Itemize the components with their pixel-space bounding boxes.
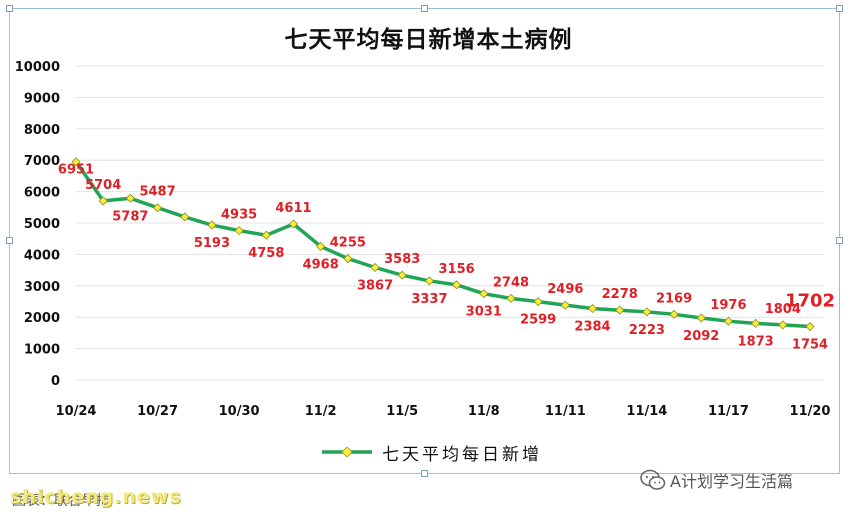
data-label: 3867 xyxy=(357,278,393,293)
data-point xyxy=(261,230,271,240)
data-label: 3337 xyxy=(411,292,447,307)
data-point xyxy=(778,320,788,330)
data-label: 4935 xyxy=(221,208,257,223)
series-line xyxy=(74,160,811,329)
data-label: 1873 xyxy=(738,334,774,349)
data-point xyxy=(751,318,761,328)
data-label: 2223 xyxy=(629,323,665,338)
data-point xyxy=(234,226,244,236)
data-point xyxy=(370,262,380,273)
chart-frame xyxy=(9,8,840,474)
data-point xyxy=(533,297,543,307)
data-label: 2278 xyxy=(602,287,638,302)
data-point xyxy=(207,220,217,230)
y-tick-label: 4000 xyxy=(24,248,60,263)
data-label: 2169 xyxy=(656,291,692,306)
legend-line-marker xyxy=(322,446,372,458)
data-label: 4255 xyxy=(330,236,366,251)
x-tick-label: 10/30 xyxy=(219,404,260,419)
data-label: 1976 xyxy=(710,298,746,313)
data-point xyxy=(288,219,299,229)
source-caption: 图表：联合早报 xyxy=(12,493,110,509)
data-point xyxy=(696,313,706,323)
data-label: 2384 xyxy=(574,319,610,334)
watermark: shicheng.news xyxy=(10,486,182,508)
data-label: 4968 xyxy=(303,257,339,272)
data-label: 1754 xyxy=(792,338,828,353)
y-tick-label: 1000 xyxy=(24,343,60,358)
x-tick-label: 10/24 xyxy=(56,404,97,419)
y-tick-label: 2000 xyxy=(24,311,60,326)
data-point xyxy=(152,203,163,213)
y-tick-label: 10000 xyxy=(15,60,60,75)
legend: 七天平均每日新增 xyxy=(322,440,542,465)
data-label: 5704 xyxy=(85,178,121,193)
wechat-icon xyxy=(640,469,666,490)
data-point xyxy=(452,280,462,290)
data-point xyxy=(615,305,625,315)
data-label: 3156 xyxy=(438,262,474,277)
series-group xyxy=(71,157,815,332)
account-badge: A计划学习生活篇 xyxy=(640,468,793,492)
resize-handle-top[interactable] xyxy=(421,5,428,12)
data-label: 4611 xyxy=(275,201,311,216)
data-point xyxy=(424,276,434,286)
data-label: 2748 xyxy=(493,275,529,290)
data-point xyxy=(642,307,652,317)
account-name: A计划学习生活篇 xyxy=(670,472,793,491)
data-point xyxy=(125,193,135,203)
y-tick-label: 3000 xyxy=(24,280,60,295)
data-point xyxy=(98,196,108,206)
data-point xyxy=(316,241,326,251)
data-point xyxy=(669,309,679,319)
data-label: 3583 xyxy=(384,252,420,267)
data-label: 6951 xyxy=(58,163,94,178)
legend-label: 七天平均每日新增 xyxy=(382,444,542,465)
x-tick-label: 11/2 xyxy=(305,404,337,419)
data-label: 5193 xyxy=(194,236,230,251)
resize-handle-top-left[interactable] xyxy=(6,5,13,12)
y-tick-label: 7000 xyxy=(24,154,60,169)
data-point xyxy=(587,303,598,314)
data-label: 1702 xyxy=(785,291,835,312)
resize-handle-bottom[interactable] xyxy=(421,470,428,477)
data-point xyxy=(479,289,489,299)
x-tick-label: 11/17 xyxy=(708,404,749,419)
resize-handle-right[interactable] xyxy=(836,237,843,244)
data-point xyxy=(343,254,353,264)
data-point xyxy=(506,293,516,303)
x-tick-label: 10/27 xyxy=(137,404,178,419)
y-tick-label: 0 xyxy=(51,374,60,389)
data-point xyxy=(71,157,81,167)
x-tick-label: 11/14 xyxy=(626,404,667,419)
y-tick-label: 5000 xyxy=(24,217,60,232)
x-axis: 10/24 10/27 10/30 11/2 11/5 11/8 11/11 11/14 11/… xyxy=(56,404,831,419)
data-label: 1804 xyxy=(765,302,801,317)
data-label: 2599 xyxy=(520,313,556,328)
y-tick-label: 9000 xyxy=(24,91,60,106)
x-tick-label: 11/20 xyxy=(790,404,831,419)
data-label: 2496 xyxy=(547,282,583,297)
data-point xyxy=(397,270,407,280)
data-label: 5487 xyxy=(139,185,175,200)
x-tick-label: 11/8 xyxy=(468,404,500,419)
x-tick-label: 11/11 xyxy=(545,404,586,419)
data-point xyxy=(723,316,734,326)
resize-handle-top-right[interactable] xyxy=(836,5,843,12)
data-point xyxy=(560,300,570,310)
data-label: 3031 xyxy=(466,305,502,320)
data-point xyxy=(805,321,815,332)
resize-handle-left[interactable] xyxy=(6,237,13,244)
data-label: 4758 xyxy=(248,246,284,261)
y-tick-label: 6000 xyxy=(24,186,60,201)
y-axis: 0 1000 2000 3000 4000 5000 6000 7000 8000 9000 100… xyxy=(15,60,60,389)
data-label: 5787 xyxy=(112,209,148,224)
y-tick-label: 8000 xyxy=(24,123,60,138)
chart-title: 七天平均每日新增本土病例 xyxy=(284,27,573,53)
data-label: 2092 xyxy=(683,329,719,344)
data-point xyxy=(180,212,190,222)
x-tick-label: 11/5 xyxy=(386,404,418,419)
